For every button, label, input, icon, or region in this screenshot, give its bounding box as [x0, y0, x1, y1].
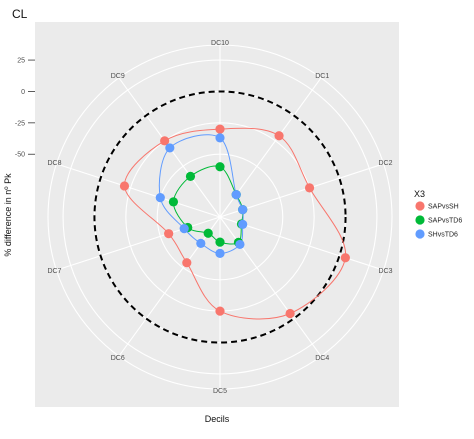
y-tick-label: -50 — [15, 152, 25, 159]
category-label: DC2 — [378, 160, 392, 167]
data-point — [119, 181, 130, 191]
data-point — [160, 136, 170, 146]
legend-label: SAPvsSH — [428, 204, 459, 211]
legend-key — [415, 215, 425, 225]
data-point — [304, 183, 315, 193]
category-label: DC8 — [48, 160, 62, 167]
series-layer — [119, 124, 350, 320]
grid-spoke — [219, 216, 384, 271]
data-point — [185, 171, 196, 181]
data-point — [155, 193, 165, 203]
data-point — [182, 258, 192, 268]
category-label: DC5 — [213, 388, 227, 395]
data-point — [165, 143, 175, 153]
category-label: DC3 — [378, 268, 392, 275]
plot-panel — [35, 22, 399, 407]
legend-key — [415, 201, 425, 211]
y-tick-label: -25 — [15, 120, 25, 127]
data-point — [215, 162, 225, 172]
legend-title: X3 — [414, 189, 425, 199]
grid-spoke — [56, 216, 221, 271]
legend-label: SHvsTD6 — [428, 232, 458, 239]
reference-circle-layer — [93, 90, 347, 344]
data-point — [215, 133, 225, 143]
data-point — [238, 205, 248, 215]
data-point — [168, 197, 179, 207]
legend-label: SAPvsTD6 — [428, 218, 462, 225]
legend-key — [415, 229, 425, 239]
category-label: DC6 — [111, 355, 125, 362]
grid-spoke — [56, 163, 221, 218]
category-label: DC10 — [211, 40, 229, 47]
category-label: DC7 — [48, 268, 62, 275]
data-point — [238, 219, 248, 229]
category-label: DC4 — [315, 355, 329, 362]
data-point — [274, 131, 284, 141]
data-point — [215, 124, 225, 134]
data-point — [164, 229, 174, 239]
x-axis-title: Decils — [205, 414, 230, 424]
data-point — [215, 237, 225, 247]
reference-circle — [93, 90, 347, 344]
grid-spoke — [219, 163, 384, 218]
data-point — [340, 253, 350, 263]
data-point — [203, 228, 213, 238]
legend: X3 SAPvsSH SAPvsTD6 SHvsTD6 — [414, 189, 462, 239]
chart-title: CL — [12, 7, 28, 21]
data-point — [235, 239, 245, 250]
data-point — [215, 248, 225, 259]
category-label: DC9 — [111, 73, 125, 80]
data-point — [231, 190, 241, 200]
data-point — [215, 306, 225, 316]
tick-label-layer: DC1 DC2 DC3 DC4 DC5 DC6 DC7 DC8 DC9 DC10 25 0 -25 -50 — [15, 40, 393, 395]
y-axis-title: % difference in nº Pk — [3, 173, 13, 257]
y-tick-label: 0 — [21, 89, 25, 96]
category-label: DC1 — [315, 73, 329, 80]
data-point — [196, 238, 206, 249]
data-point — [179, 224, 189, 234]
y-tick-label: 25 — [17, 58, 25, 65]
data-point — [285, 308, 295, 319]
legend-items: SAPvsSH SAPvsTD6 SHvsTD6 — [415, 201, 462, 239]
